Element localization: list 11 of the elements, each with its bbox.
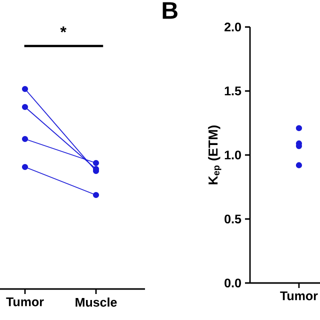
y-tick-label: 0.5: [224, 214, 242, 224]
x-tick-label: Muscle: [76, 298, 117, 307]
y-axis-title: K$_{ep}$ (ETM): [208, 126, 222, 184]
y-tick-label: 1.5: [224, 86, 242, 96]
x-tick-label: Tumor: [280, 292, 318, 300]
text: *: [60, 26, 66, 32]
chart-title: B: [162, 2, 178, 19]
y-tick-label: 0.0: [224, 278, 241, 288]
y-tick-label: 2.0: [224, 22, 241, 32]
x-tick-label: Tumor: [6, 298, 44, 306]
y-tick-label: 1.0: [224, 150, 241, 160]
